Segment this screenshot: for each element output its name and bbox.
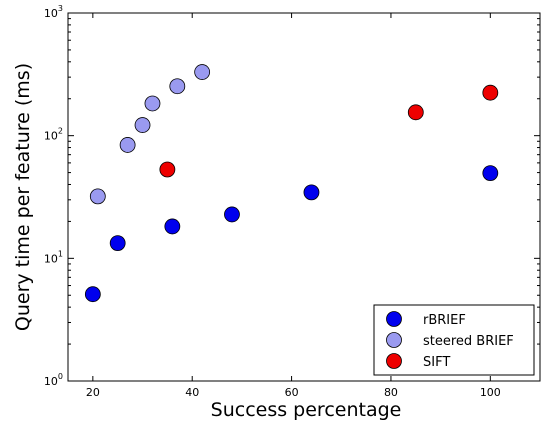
steered-brief-point (170, 79, 185, 94)
x-tick-label: 100 (480, 386, 501, 399)
sift-point (160, 162, 175, 177)
y-tick-base: 10 (44, 252, 58, 265)
y-tick-base: 10 (44, 375, 58, 388)
legend-marker-sift (387, 354, 402, 369)
y-tick-exponent: 3 (58, 4, 63, 13)
legend-label-steered-brief: steered BRIEF (423, 334, 514, 349)
y-tick-exponent: 1 (58, 249, 63, 258)
y-tick-base: 10 (44, 130, 58, 143)
rbrief-point (483, 166, 498, 181)
sift-point (408, 105, 423, 120)
rbrief-point (110, 236, 125, 251)
y-tick-label: 100 (44, 372, 63, 388)
x-tick-label: 20 (86, 386, 100, 399)
steered-brief-point (120, 137, 135, 152)
x-tick-label: 60 (285, 386, 299, 399)
legend: rBRIEF steered BRIEF SIFT (374, 305, 534, 375)
rbrief-point (224, 207, 239, 222)
x-tick-label: 80 (384, 386, 398, 399)
y-tick-base: 10 (44, 7, 58, 20)
steered-brief-point (135, 118, 150, 133)
legend-label-rbrief: rBRIEF (423, 313, 466, 328)
legend-label-sift: SIFT (423, 355, 450, 370)
x-axis-title: Success percentage (211, 399, 402, 421)
sift-point (483, 85, 498, 100)
y-tick-exponent: 2 (58, 127, 63, 136)
steered-brief-point (145, 96, 160, 111)
y-tick-label: 103 (44, 4, 63, 20)
rbrief-point (85, 287, 100, 302)
y-tick-label: 101 (44, 249, 63, 265)
y-axis-title: Query time per feature (ms) (12, 63, 34, 331)
steered-brief-point (195, 65, 210, 80)
rbrief-point (165, 219, 180, 234)
steered-brief-point (90, 189, 105, 204)
legend-marker-steered-brief (387, 333, 402, 348)
y-tick-exponent: 0 (58, 372, 63, 381)
rbrief-point (304, 185, 319, 200)
legend-marker-rbrief (387, 312, 402, 327)
data-points (85, 65, 497, 302)
x-tick-label: 40 (185, 386, 199, 399)
y-tick-label: 102 (44, 127, 63, 143)
